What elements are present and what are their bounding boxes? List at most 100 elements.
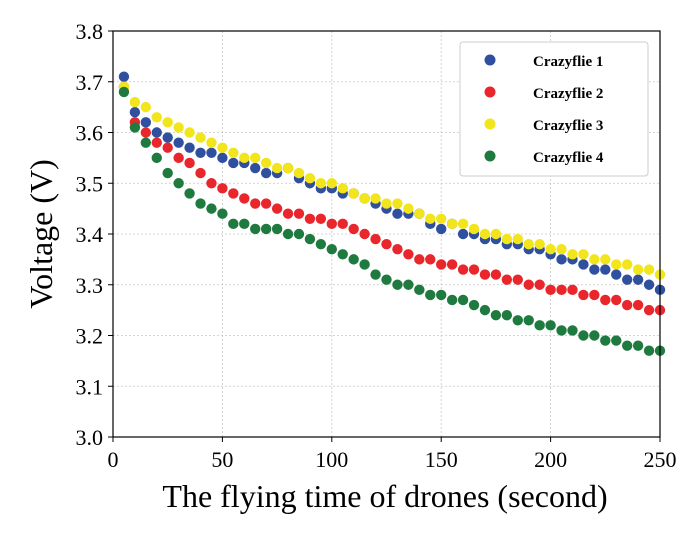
data-point	[567, 284, 578, 296]
data-point	[643, 264, 655, 275]
data-point	[392, 208, 403, 219]
data-point	[523, 315, 534, 326]
data-point	[490, 310, 502, 321]
data-point	[151, 152, 162, 164]
x-tick-label: 150	[425, 447, 458, 472]
data-point	[632, 340, 644, 351]
data-point	[479, 228, 491, 240]
y-tick-label: 3.0	[76, 425, 104, 450]
y-tick-label: 3.3	[76, 273, 104, 298]
data-point	[589, 330, 600, 341]
data-point	[228, 157, 239, 169]
data-point	[315, 238, 327, 250]
data-point	[501, 233, 513, 245]
data-point	[118, 71, 130, 82]
data-point	[206, 203, 217, 214]
x-tick-label: 250	[644, 447, 677, 472]
data-point	[162, 117, 173, 128]
data-point	[140, 137, 152, 148]
data-point	[151, 127, 162, 138]
data-point	[589, 264, 600, 275]
data-point	[271, 162, 283, 174]
data-point	[293, 208, 305, 219]
data-point	[643, 345, 655, 356]
data-point	[129, 96, 141, 108]
data-point	[468, 223, 480, 235]
legend-marker-crazyflie-4	[484, 150, 496, 162]
data-point	[600, 335, 611, 346]
legend-marker-crazyflie-3	[484, 118, 496, 130]
data-point	[556, 284, 567, 296]
data-point	[578, 259, 589, 270]
data-point	[184, 188, 195, 199]
data-point	[315, 178, 327, 189]
data-point	[425, 213, 436, 224]
data-point	[239, 218, 250, 230]
legend-label-crazyflie-4: Crazyflie 4	[533, 150, 604, 166]
data-point	[632, 299, 644, 311]
legend: Crazyflie 1 Crazyflie 2 Crazyflie 3 Craz…	[459, 41, 649, 177]
data-point	[567, 249, 578, 260]
x-tick-label: 50	[211, 447, 233, 472]
data-point	[414, 284, 425, 296]
data-point	[425, 254, 436, 265]
data-point	[140, 117, 152, 128]
data-point	[282, 208, 294, 219]
data-point	[282, 228, 294, 240]
y-tick-labels: 3.0 3.1 3.2 3.3 3.4 3.5 3.6 3.7 3.8	[76, 19, 104, 450]
data-point	[457, 264, 469, 275]
data-point	[611, 294, 622, 306]
data-point	[436, 289, 447, 301]
y-tick-label: 3.1	[76, 374, 104, 399]
data-point	[392, 244, 403, 255]
data-point	[184, 157, 195, 169]
data-point	[304, 213, 316, 224]
x-axis-title: The flying time of drones (second)	[162, 478, 607, 514]
data-point	[545, 320, 556, 331]
series-crazyflie-3	[118, 81, 666, 280]
x-tick-labels: 0 50 100 150 200 250	[108, 447, 677, 472]
data-point	[315, 213, 327, 224]
data-point	[621, 340, 633, 351]
data-point	[468, 299, 480, 311]
y-tick-label: 3.8	[76, 19, 104, 44]
y-tick-label: 3.5	[76, 171, 104, 196]
legend-box	[459, 41, 649, 177]
data-point	[512, 315, 523, 326]
data-point	[140, 101, 152, 113]
data-point	[217, 183, 228, 194]
data-point	[348, 223, 359, 235]
data-point	[457, 218, 469, 230]
data-point	[206, 147, 217, 158]
data-point	[523, 279, 534, 290]
data-point	[260, 198, 272, 209]
data-point	[501, 274, 513, 285]
data-point	[534, 320, 545, 331]
data-point	[534, 238, 545, 250]
data-point	[556, 325, 567, 336]
data-point	[545, 244, 556, 255]
data-point	[490, 228, 502, 240]
x-tick-label: 100	[315, 447, 348, 472]
data-point	[304, 172, 316, 184]
data-point	[479, 269, 491, 280]
data-point	[589, 254, 600, 265]
data-point	[293, 228, 305, 240]
data-point	[239, 193, 250, 204]
data-point	[326, 244, 337, 255]
data-point	[195, 132, 206, 143]
data-point	[173, 152, 184, 164]
data-point	[217, 208, 228, 219]
data-point	[436, 259, 447, 270]
data-point	[414, 254, 425, 265]
data-point	[578, 289, 589, 301]
y-tick-label: 3.6	[76, 121, 104, 146]
data-point	[643, 304, 655, 316]
data-point	[611, 259, 622, 270]
data-point	[392, 279, 403, 290]
data-point	[217, 142, 228, 153]
data-point	[337, 218, 348, 230]
data-point	[621, 259, 633, 270]
data-point	[162, 167, 173, 179]
